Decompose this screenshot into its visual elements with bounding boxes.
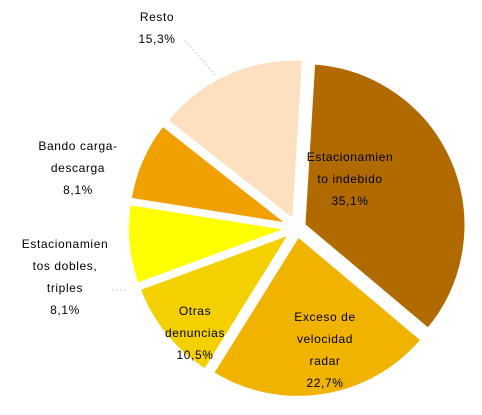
pie-slice xyxy=(301,60,469,333)
value-label: 8,1% xyxy=(50,303,80,317)
slice-label: Bando carga- xyxy=(38,139,117,153)
slice-label: Estacionamien xyxy=(22,237,109,251)
slice-label: Otras xyxy=(179,304,211,318)
value-label: 15,3% xyxy=(138,32,175,46)
pie-slice xyxy=(136,228,297,374)
slice-label: radar xyxy=(309,354,340,368)
slice-label: tos dobles, xyxy=(33,259,98,273)
slice-label: Resto xyxy=(140,10,174,24)
slice-label: Exceso de xyxy=(294,310,355,324)
leader-line xyxy=(184,39,216,76)
value-label: 35,1% xyxy=(331,194,368,208)
value-label: 10,5% xyxy=(176,348,213,362)
slice-label: triples xyxy=(47,281,83,295)
slice-label: denuncias xyxy=(165,326,225,340)
value-label: 8,1% xyxy=(63,183,93,197)
slice-label: Estacionamien xyxy=(307,150,394,164)
pie-slice xyxy=(209,231,426,400)
value-label: 22,7% xyxy=(306,376,343,390)
pie-slice xyxy=(127,121,298,229)
slice-label: descarga xyxy=(51,161,105,175)
pie-slice xyxy=(125,200,298,288)
pie-slice xyxy=(163,56,307,226)
slice-label: to indebido xyxy=(317,172,382,186)
slice-label: velocidad xyxy=(297,332,353,346)
